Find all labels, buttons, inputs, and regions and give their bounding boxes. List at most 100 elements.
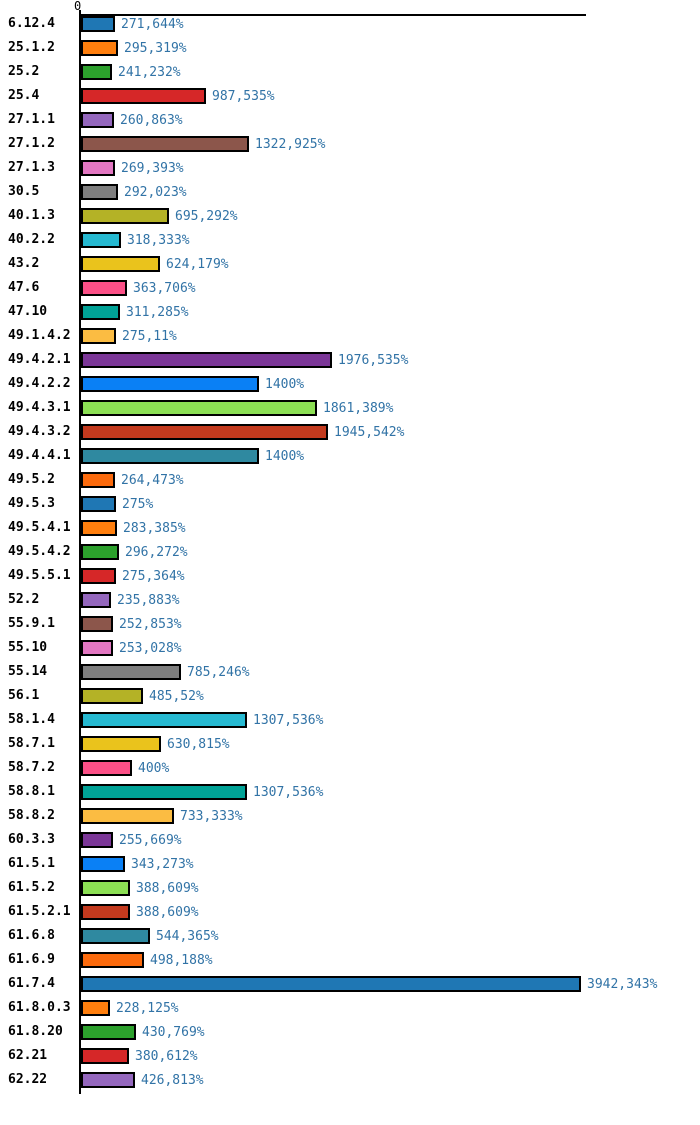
- value-label: 275,364%: [122, 569, 185, 584]
- category-label: 25.1.2: [8, 40, 55, 55]
- value-label: 296,272%: [125, 545, 188, 560]
- category-label: 47.10: [8, 304, 48, 319]
- category-label: 49.5.3: [8, 496, 55, 511]
- bar: [81, 1024, 136, 1040]
- bar-row: 58.1.4 1307,536%: [0, 708, 700, 732]
- bar-row: 62.22 426,813%: [0, 1068, 700, 1092]
- bar: [81, 664, 181, 680]
- category-label: 49.4.2.1: [8, 352, 71, 367]
- value-label: 264,473%: [121, 473, 184, 488]
- bar-row: 61.5.2 388,609%: [0, 876, 700, 900]
- bar-row: 55.9.1 252,853%: [0, 612, 700, 636]
- bar: [81, 976, 581, 992]
- value-label: 271,644%: [121, 17, 184, 32]
- category-label: 40.1.3: [8, 208, 55, 223]
- bar: [81, 448, 259, 464]
- bar-row: 40.2.2 318,333%: [0, 228, 700, 252]
- category-label: 61.6.8: [8, 928, 55, 943]
- bar-row: 47.6 363,706%: [0, 276, 700, 300]
- bar: [81, 592, 111, 608]
- value-label: 1400%: [265, 377, 305, 392]
- bar-row: 61.5.2.1 388,609%: [0, 900, 700, 924]
- value-label: 544,365%: [156, 929, 219, 944]
- bar: [81, 328, 116, 344]
- value-label: 283,385%: [123, 521, 186, 536]
- bar-row: 49.4.2.2 1400%: [0, 372, 700, 396]
- category-label: 61.8.20: [8, 1024, 63, 1039]
- value-label: 785,246%: [187, 665, 250, 680]
- bar-row: 49.4.3.1 1861,389%: [0, 396, 700, 420]
- bar: [81, 688, 143, 704]
- category-label: 58.8.2: [8, 808, 55, 823]
- bar: [81, 568, 116, 584]
- value-label: 241,232%: [118, 65, 181, 80]
- category-label: 55.10: [8, 640, 48, 655]
- bar: [81, 256, 160, 272]
- category-label: 61.5.1: [8, 856, 55, 871]
- category-label: 58.7.2: [8, 760, 55, 775]
- bar-row: 49.5.4.1 283,385%: [0, 516, 700, 540]
- value-label: 275%: [122, 497, 154, 512]
- bar-row: 43.2 624,179%: [0, 252, 700, 276]
- bar: [81, 136, 249, 152]
- y-axis-line: [79, 10, 81, 1094]
- category-label: 60.3.3: [8, 832, 55, 847]
- zero-tick-label: 0: [74, 0, 82, 13]
- value-label: 311,285%: [126, 305, 189, 320]
- bar: [81, 160, 115, 176]
- bar: [81, 640, 113, 656]
- category-label: 58.7.1: [8, 736, 55, 751]
- category-label: 55.9.1: [8, 616, 55, 631]
- category-label: 49.4.3.1: [8, 400, 71, 415]
- value-label: 318,333%: [127, 233, 190, 248]
- bar: [81, 808, 174, 824]
- category-label: 58.1.4: [8, 712, 55, 727]
- bar: [81, 184, 118, 200]
- category-label: 49.5.4.2: [8, 544, 71, 559]
- category-label: 47.6: [8, 280, 40, 295]
- category-label: 49.4.3.2: [8, 424, 71, 439]
- value-label: 260,863%: [120, 113, 183, 128]
- bar-row: 49.5.5.1 275,364%: [0, 564, 700, 588]
- bar-row: 52.2 235,883%: [0, 588, 700, 612]
- bar-row: 6.12.4 271,644%: [0, 12, 700, 36]
- value-label: 630,815%: [167, 737, 230, 752]
- bar: [81, 1000, 110, 1016]
- bar-row: 25.1.2 295,319%: [0, 36, 700, 60]
- bar: [81, 1072, 135, 1088]
- bar-row: 49.5.3 275%: [0, 492, 700, 516]
- value-label: 388,609%: [136, 881, 199, 896]
- bar: [81, 112, 114, 128]
- value-label: 1322,925%: [255, 137, 326, 152]
- value-label: 1307,536%: [253, 713, 324, 728]
- value-label: 252,853%: [119, 617, 182, 632]
- value-label: 987,535%: [212, 89, 275, 104]
- bar: [81, 784, 247, 800]
- bar-row: 55.14 785,246%: [0, 660, 700, 684]
- category-label: 40.2.2: [8, 232, 55, 247]
- bar-row: 49.5.2 264,473%: [0, 468, 700, 492]
- bar: [81, 16, 115, 32]
- value-label: 1307,536%: [253, 785, 324, 800]
- value-label: 388,609%: [136, 905, 199, 920]
- bar: [81, 232, 121, 248]
- bar: [81, 208, 169, 224]
- bar: [81, 520, 117, 536]
- value-label: 295,319%: [124, 41, 187, 56]
- bar: [81, 832, 113, 848]
- value-label: 733,333%: [180, 809, 243, 824]
- category-label: 30.5: [8, 184, 40, 199]
- value-label: 624,179%: [166, 257, 229, 272]
- bar: [81, 472, 115, 488]
- value-label: 1945,542%: [334, 425, 405, 440]
- category-label: 6.12.4: [8, 16, 55, 31]
- bar-row: 30.5 292,023%: [0, 180, 700, 204]
- category-label: 27.1.2: [8, 136, 55, 151]
- category-label: 52.2: [8, 592, 40, 607]
- value-label: 426,813%: [141, 1073, 204, 1088]
- bar-row: 27.1.3 269,393%: [0, 156, 700, 180]
- category-label: 56.1: [8, 688, 40, 703]
- value-label: 235,883%: [117, 593, 180, 608]
- bar-row: 25.4 987,535%: [0, 84, 700, 108]
- value-label: 363,706%: [133, 281, 196, 296]
